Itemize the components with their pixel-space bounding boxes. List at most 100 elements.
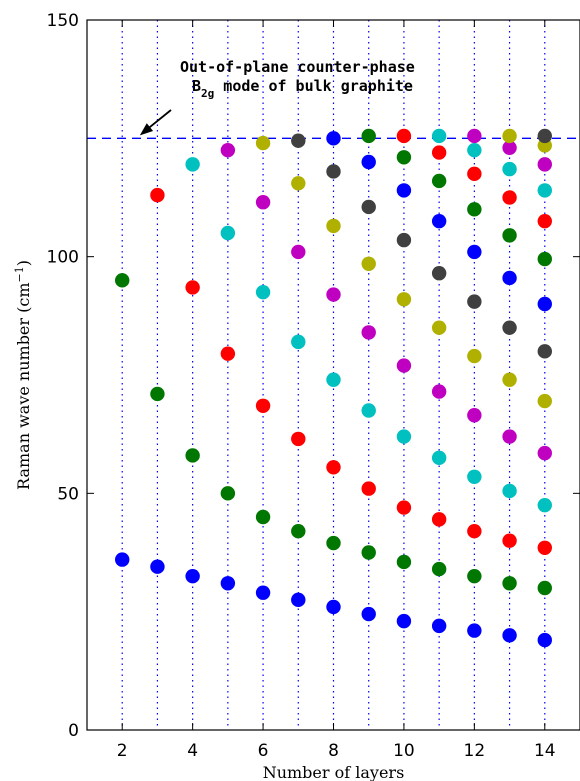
data-point	[467, 348, 482, 364]
data-point	[502, 533, 517, 548]
data-point	[396, 128, 412, 144]
data-point	[115, 552, 130, 567]
data-point	[537, 580, 552, 596]
data-point	[291, 176, 306, 191]
data-point	[255, 284, 271, 300]
x-tick-label: 12	[464, 741, 486, 761]
data-point	[291, 592, 306, 608]
data-point	[255, 585, 271, 600]
data-points	[115, 128, 552, 648]
data-point	[291, 431, 306, 447]
data-point	[326, 287, 341, 302]
data-point	[537, 183, 552, 198]
x-tick-label: 10	[393, 741, 415, 761]
y-axis-title: Raman wave number (cm−1)	[13, 260, 33, 490]
data-point	[431, 128, 447, 144]
data-point	[502, 161, 517, 177]
data-point	[185, 448, 200, 463]
data-point	[326, 164, 341, 179]
y-tick-label: 100	[47, 248, 79, 268]
data-point	[502, 576, 517, 591]
data-point	[502, 190, 517, 205]
data-point	[467, 408, 482, 423]
data-point	[396, 500, 412, 515]
data-point	[431, 512, 447, 527]
data-point	[502, 128, 517, 144]
data-point	[361, 199, 376, 215]
data-point	[502, 483, 517, 499]
data-point	[326, 599, 341, 615]
data-point	[185, 280, 200, 295]
data-point	[537, 445, 552, 461]
data-point	[326, 535, 341, 551]
data-point	[361, 606, 376, 622]
data-point	[291, 244, 306, 260]
data-point	[467, 568, 482, 584]
data-point	[431, 266, 447, 281]
y-tick-label: 0	[68, 721, 79, 741]
data-point	[502, 320, 517, 335]
data-point	[537, 540, 552, 555]
data-point	[396, 183, 412, 198]
data-point	[396, 232, 412, 248]
data-point	[502, 372, 517, 387]
data-point	[502, 628, 517, 643]
data-point	[220, 576, 236, 591]
data-point	[255, 509, 271, 525]
data-point	[255, 398, 271, 413]
x-tick-label: 8	[328, 741, 339, 761]
data-point	[396, 150, 412, 165]
data-point	[467, 524, 482, 539]
data-point	[467, 244, 482, 260]
annotation-arrow	[139, 109, 172, 136]
data-point	[220, 225, 236, 241]
data-point	[396, 613, 412, 629]
data-point	[326, 460, 341, 475]
data-point	[361, 256, 376, 271]
data-point	[537, 344, 552, 359]
data-point	[502, 270, 517, 286]
data-point	[431, 450, 447, 466]
data-point	[255, 135, 271, 151]
data-point	[537, 157, 552, 172]
data-point	[396, 292, 412, 307]
data-point	[537, 251, 552, 267]
data-point	[467, 142, 482, 158]
data-point	[185, 568, 200, 584]
x-tick-label: 6	[258, 741, 269, 761]
data-point	[537, 296, 552, 312]
data-point	[396, 429, 412, 444]
data-point	[115, 273, 130, 288]
y-tick-label: 150	[47, 11, 79, 31]
data-point	[431, 145, 447, 160]
axis-ticks: 2 4 6 8 10 12 14 0 50 100 150	[47, 11, 580, 761]
data-point	[185, 157, 200, 172]
data-point	[396, 358, 412, 373]
data-point	[361, 545, 376, 560]
data-point	[150, 559, 165, 574]
x-tick-label: 2	[117, 741, 128, 761]
data-point	[467, 128, 482, 144]
data-point	[361, 154, 376, 170]
data-point	[396, 554, 412, 570]
annotation-line-2: B2g mode of bulk graphite	[192, 77, 413, 100]
data-point	[361, 128, 376, 144]
data-point	[467, 623, 482, 638]
data-point	[291, 334, 306, 350]
data-point	[537, 497, 552, 513]
data-point	[361, 403, 376, 418]
data-point	[467, 202, 482, 217]
data-point	[326, 372, 341, 387]
data-point	[537, 213, 552, 229]
data-point	[291, 524, 306, 539]
data-point	[150, 187, 165, 203]
data-point	[467, 469, 482, 484]
data-point	[431, 173, 447, 189]
data-point	[431, 213, 447, 229]
data-point	[431, 320, 447, 335]
data-point	[326, 218, 341, 234]
data-point	[255, 195, 271, 210]
annotation-line-1: Out-of-plane counter-phase	[180, 58, 415, 76]
y-tick-label: 50	[57, 484, 79, 504]
data-point	[361, 481, 376, 496]
